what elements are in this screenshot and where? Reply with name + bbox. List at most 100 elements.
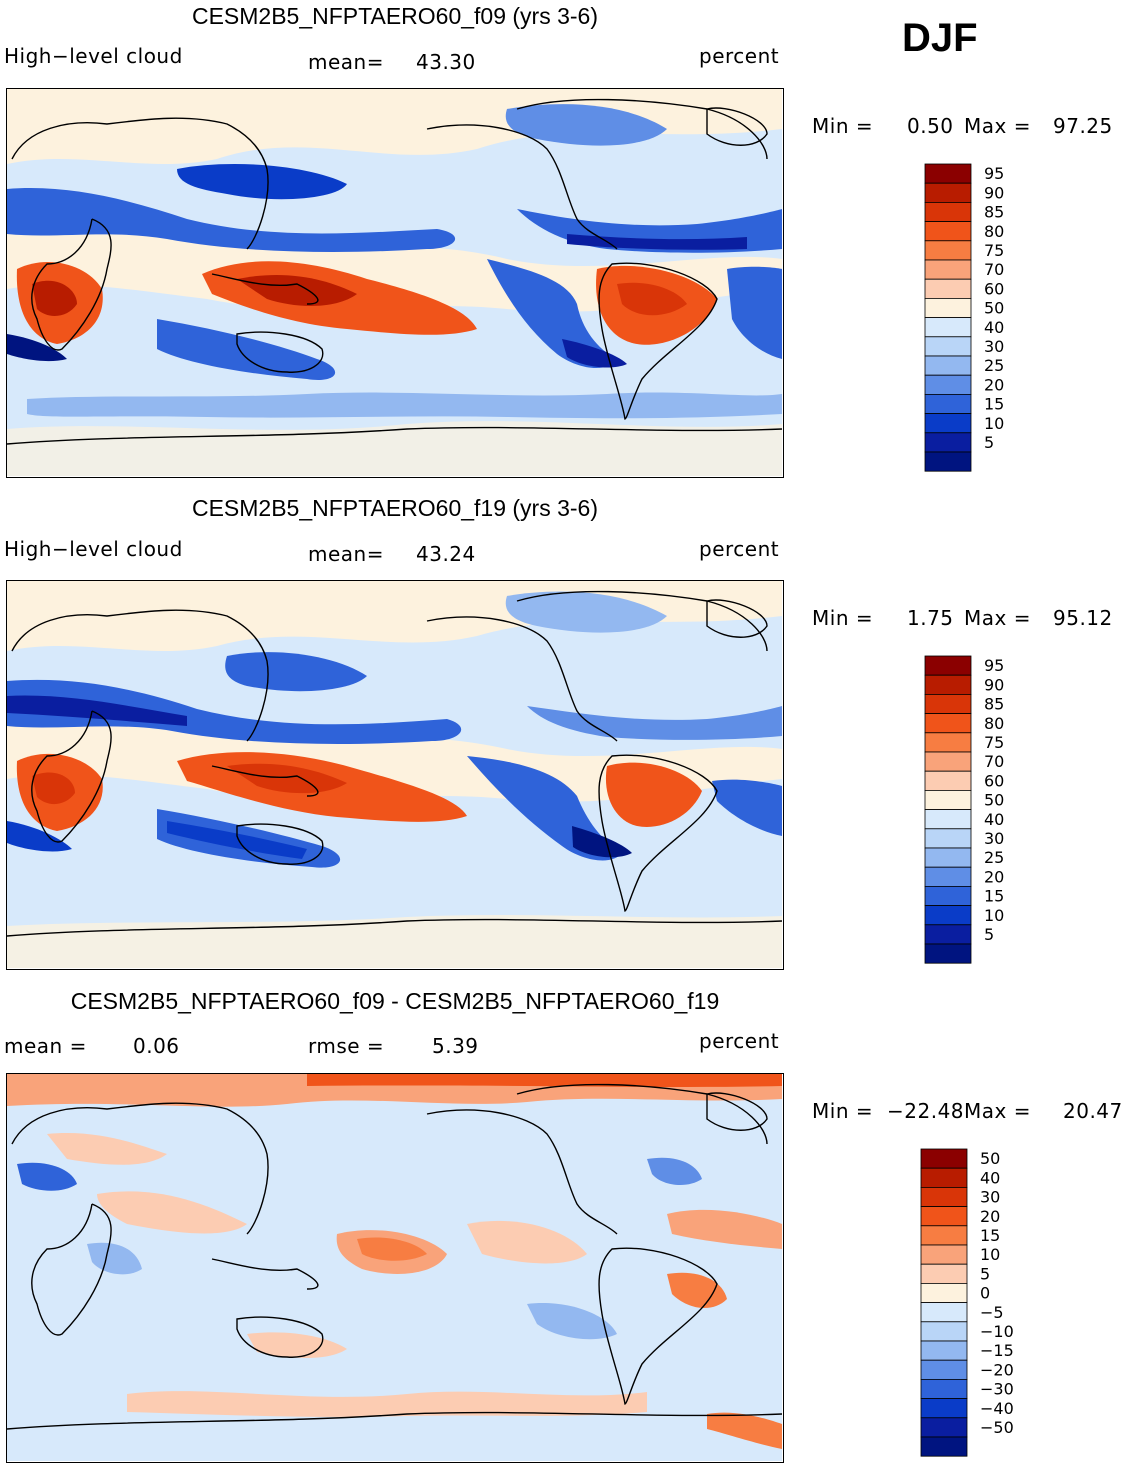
panel-2-map xyxy=(6,580,784,970)
colorbar-swatch xyxy=(920,1263,968,1284)
panel-2-min-label: Min = xyxy=(812,606,874,630)
colorbar-swatch xyxy=(924,655,972,676)
field-patch xyxy=(17,1162,77,1191)
colorbar-level-label: 20 xyxy=(984,867,1004,886)
field-patch xyxy=(7,421,782,476)
field-patch xyxy=(567,234,747,250)
colorbar-swatch xyxy=(924,451,972,472)
colorbar-level-label: 25 xyxy=(984,356,1004,375)
panel-1-min-label: Min = xyxy=(812,114,874,138)
colorbar-level-label: 10 xyxy=(984,414,1004,433)
panel-3-mean-value: 0.06 xyxy=(133,1034,180,1058)
field-patch xyxy=(727,266,782,359)
colorbar-swatch xyxy=(924,674,972,695)
colorbar-swatch xyxy=(924,770,972,791)
colorbar-swatch xyxy=(920,1321,968,1342)
colorbar-swatch xyxy=(924,297,972,318)
panel-1-colorbar: 95 90 85 80 75 70 60 50 40 30 25 20 15 10 5 xyxy=(924,163,1044,473)
field-patch xyxy=(32,280,77,316)
coastline xyxy=(31,218,112,351)
colorbar-level-label: 75 xyxy=(984,241,1004,260)
coastline xyxy=(211,273,319,305)
coastline xyxy=(426,124,618,250)
coastline xyxy=(11,1102,269,1235)
colorbar-swatch xyxy=(920,1148,968,1169)
colorbar-level-label: 85 xyxy=(984,695,1004,714)
colorbar-swatch xyxy=(924,432,972,453)
field-patch xyxy=(357,1237,427,1261)
field-patch xyxy=(177,164,347,200)
colorbar-level-label: 40 xyxy=(980,1168,1000,1187)
coastline xyxy=(426,1109,618,1235)
colorbar-level-label: 15 xyxy=(984,395,1004,414)
colorbar-swatch xyxy=(924,943,972,964)
field-patch xyxy=(237,274,357,306)
panel-3-title: CESM2B5_NFPTAERO60_f09 - CESM2B5_NFPTAER… xyxy=(70,988,720,1014)
colorbar-swatch xyxy=(924,355,972,376)
panel-3-map-canvas xyxy=(7,1074,782,1461)
field-patch xyxy=(7,821,72,852)
panel-3-max-label: Max = xyxy=(964,1099,1031,1123)
colorbar-swatch xyxy=(920,1167,968,1188)
panel-1-min-value: 0.50 xyxy=(907,114,954,138)
coastline xyxy=(236,823,324,865)
panel-3-map xyxy=(6,1073,784,1463)
coastline xyxy=(7,426,782,445)
panel-3-colorbar: 50 40 30 20 15 10 5 0 −5 −10 −15 −20 −30 −40 −50 xyxy=(920,1148,1040,1458)
field-patch xyxy=(572,826,632,858)
coastline xyxy=(426,616,618,742)
colorbar-swatch xyxy=(920,1225,968,1246)
colorbar-level-label: 30 xyxy=(984,337,1004,356)
field-patch xyxy=(7,679,462,744)
panel-2-max-value: 95.12 xyxy=(1053,606,1113,630)
colorbar-level-label: 5 xyxy=(984,925,994,944)
field-patch xyxy=(7,695,187,726)
colorbar-level-label: 20 xyxy=(980,1207,1000,1226)
colorbar-swatch xyxy=(924,789,972,810)
colorbar-level-label: 90 xyxy=(984,183,1004,202)
colorbar-swatch xyxy=(924,694,972,715)
field-patch xyxy=(87,1242,142,1275)
coastline xyxy=(516,1083,768,1145)
colorbar-swatch xyxy=(924,847,972,868)
colorbar-swatch xyxy=(920,1244,968,1265)
coastline xyxy=(211,1258,319,1290)
colorbar-level-label: 30 xyxy=(980,1188,1000,1207)
colorbar-swatch xyxy=(924,924,972,945)
panel-2-map-canvas xyxy=(7,581,782,968)
colorbar-level-label: 70 xyxy=(984,260,1004,279)
colorbar-swatch xyxy=(924,885,972,906)
coastline xyxy=(236,1316,324,1358)
colorbar-level-label: −50 xyxy=(980,1418,1014,1437)
colorbar-level-label: −5 xyxy=(980,1303,1004,1322)
field-patch xyxy=(647,1157,702,1186)
colorbar-level-label: 40 xyxy=(984,318,1004,337)
panel-1-map xyxy=(6,88,784,478)
coastline xyxy=(31,1203,112,1336)
field-patch xyxy=(707,1412,782,1449)
panel-1-map-canvas xyxy=(7,89,782,476)
colorbar-swatch xyxy=(920,1359,968,1380)
field-patch xyxy=(27,392,782,419)
colorbar-level-label: 10 xyxy=(980,1245,1000,1264)
panel-1-mean-label: mean= xyxy=(308,50,384,74)
colorbar-swatch xyxy=(924,809,972,830)
field-patch xyxy=(467,1220,587,1264)
panel-3-mean-label: mean = xyxy=(4,1034,87,1058)
coastline xyxy=(11,609,269,742)
field-patch xyxy=(247,1332,347,1358)
season-label: DJF xyxy=(902,16,978,60)
colorbar-swatch xyxy=(920,1206,968,1227)
panel-1-max-label: Max = xyxy=(964,114,1031,138)
colorbar-swatch xyxy=(920,1340,968,1361)
panel-2-colorbar: 95 90 85 80 75 70 60 50 40 30 25 20 15 10 5 xyxy=(924,655,1044,965)
colorbar-swatch xyxy=(920,1187,968,1208)
colorbar-swatch xyxy=(924,751,972,772)
colorbar-swatch xyxy=(920,1417,968,1438)
field-patch xyxy=(167,821,307,859)
coastline xyxy=(7,1411,782,1430)
panel-1-variable-label: High−level cloud xyxy=(4,44,183,68)
panel-2-max-label: Max = xyxy=(964,606,1031,630)
